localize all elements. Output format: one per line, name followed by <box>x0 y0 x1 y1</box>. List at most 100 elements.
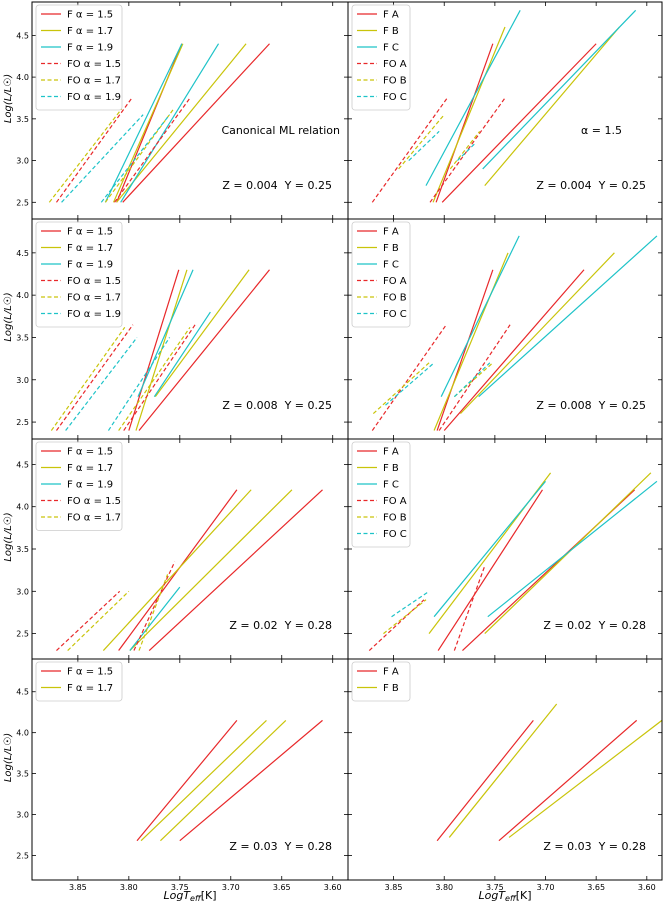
series-line-2 <box>137 269 194 397</box>
legend: F α = 1.5 F α = 1.7 <box>35 661 123 702</box>
panel-r0-c0: F α = 1.5 F α = 1.7 F α = 1.9 FO α = 1.5 FO … <box>31 1 349 220</box>
panel-r1-c0: F α = 1.5 F α = 1.7 F α = 1.9 FO α = 1.5 FO … <box>31 218 349 440</box>
legend-label: FO C <box>383 309 407 320</box>
y-tick-label: 4.5 <box>16 460 29 469</box>
y-tick-label: 3.0 <box>16 811 29 820</box>
y-tick-label: 3.0 <box>16 157 29 166</box>
y-tick-label: 4.0 <box>16 291 29 300</box>
series-line-4 <box>449 130 481 170</box>
legend-label: FO C <box>383 92 407 103</box>
legend-label: F α = 1.7 <box>67 243 113 254</box>
legend-label: F α = 1.9 <box>67 43 113 54</box>
series-line-4 <box>67 590 130 651</box>
legend-box <box>35 441 123 531</box>
series-line-1 <box>508 719 662 838</box>
legend-label: F C <box>383 480 399 491</box>
ticks <box>348 2 662 219</box>
legend: F A F B <box>351 661 411 702</box>
series-line-5 <box>391 590 430 618</box>
series-line-3 <box>453 565 486 651</box>
series-lines <box>50 269 270 431</box>
legend-label: F α = 1.9 <box>67 260 113 271</box>
legend-label: F A <box>383 227 399 238</box>
series-line-5 <box>65 337 138 431</box>
series-line-0 <box>437 489 543 651</box>
composition-label: Z = 0.008 Y = 0.25 <box>222 399 332 412</box>
y-tick-label: 3.5 <box>16 545 29 554</box>
legend-label: F α = 1.7 <box>67 26 113 37</box>
legend-label: FO A <box>383 496 407 507</box>
legend-label: F B <box>383 463 399 474</box>
legend-label: FO B <box>383 513 407 524</box>
panel-r3-c0: F α = 1.5 F α = 1.7 Z = 0.03 Y = 0.28 <box>31 658 349 881</box>
panel-r3-c1: F A F B Z = 0.03 Y = 0.28 <box>347 658 663 881</box>
y-axis-label: Log(L/L☉) <box>3 512 14 561</box>
composition-label: Z = 0.03 Y = 0.28 <box>543 840 646 853</box>
legend: F A F B F C FO A FO B FO C <box>351 221 411 328</box>
series-line-2 <box>120 43 220 203</box>
series-lines <box>371 235 658 431</box>
legend-label: FO α = 1.9 <box>67 309 121 320</box>
y-tick-label: 3.5 <box>16 115 29 124</box>
legend-label: F A <box>383 10 399 21</box>
y-tick-label: 2.5 <box>16 851 29 860</box>
series-lines <box>48 43 270 203</box>
legend-label: FO α = 1.9 <box>67 92 121 103</box>
series-line-3 <box>429 97 506 203</box>
legend-label: FO C <box>383 529 407 540</box>
legend-label: F α = 1.7 <box>67 683 113 694</box>
series-line-4 <box>50 326 126 431</box>
panel-r1-c1: F A F B F C FO A FO B FO C Z = 0.008 Y = 0.25 <box>347 218 663 440</box>
legend-label: FO α = 1.5 <box>67 59 121 70</box>
series-line-1 <box>140 719 267 842</box>
ticks <box>348 659 662 880</box>
legend-label: FO B <box>383 293 407 304</box>
series-line-5 <box>100 114 171 203</box>
legend: F α = 1.5 F α = 1.7 F α = 1.9 FO α = 1.5 FO … <box>35 221 123 328</box>
legend-label: F B <box>383 26 399 37</box>
series-line-5 <box>61 114 144 203</box>
legend-box <box>351 4 411 111</box>
legend-label: F α = 1.5 <box>67 667 113 678</box>
series-line-2 <box>129 586 181 651</box>
series-line-1 <box>129 489 293 651</box>
legend-label: F α = 1.7 <box>67 463 113 474</box>
x-tick-label: 3.70 <box>537 883 555 892</box>
series-line-3 <box>56 590 121 651</box>
y-tick-label: 2.5 <box>16 630 29 639</box>
ticks <box>32 439 348 659</box>
legend-label: FO A <box>383 276 407 287</box>
panel-r2-c0: F α = 1.5 F α = 1.7 F α = 1.9 FO α = 1.5 FO … <box>31 438 349 660</box>
y-tick-label: 4.5 <box>16 31 29 40</box>
series-line-3 <box>133 561 176 651</box>
series-line-4 <box>398 114 445 170</box>
legend-label: FO α = 1.5 <box>67 276 121 287</box>
composition-label: Z = 0.02 Y = 0.28 <box>543 619 646 632</box>
series-line-3 <box>371 97 448 203</box>
series-line-0 <box>498 719 638 842</box>
x-tick-label: 3.85 <box>385 883 403 892</box>
x-tick-label: 3.70 <box>222 883 240 892</box>
series-line-0 <box>443 269 585 431</box>
legend-label: F B <box>383 683 399 694</box>
series-line-5 <box>456 143 476 162</box>
panel-annotation: Canonical ML relation <box>221 124 340 137</box>
panel-annotation: α = 1.5 <box>581 124 622 137</box>
y-tick-label: 3.5 <box>16 770 29 779</box>
legend-label: F α = 1.5 <box>67 447 113 458</box>
composition-label: Z = 0.03 Y = 0.28 <box>229 840 332 853</box>
legend: F A F B F C FO A FO B FO C <box>351 4 411 111</box>
series-line-1 <box>432 26 506 203</box>
legend-label: FO α = 1.7 <box>67 513 121 524</box>
series-line-0 <box>148 489 323 651</box>
x-tick-label: 3.75 <box>171 883 189 892</box>
x-tick-label: 3.60 <box>324 883 342 892</box>
series-line-1 <box>160 719 287 842</box>
legend-label: F C <box>383 43 399 54</box>
panel-r2-c1: F A F B F C FO A FO B FO C Z = 0.02 Y = 0.28 <box>347 438 663 660</box>
y-axis-label: Log(L/L☉) <box>3 74 14 123</box>
series-line-2 <box>425 10 521 186</box>
series-line-3 <box>371 324 447 431</box>
series-lines <box>368 472 658 651</box>
